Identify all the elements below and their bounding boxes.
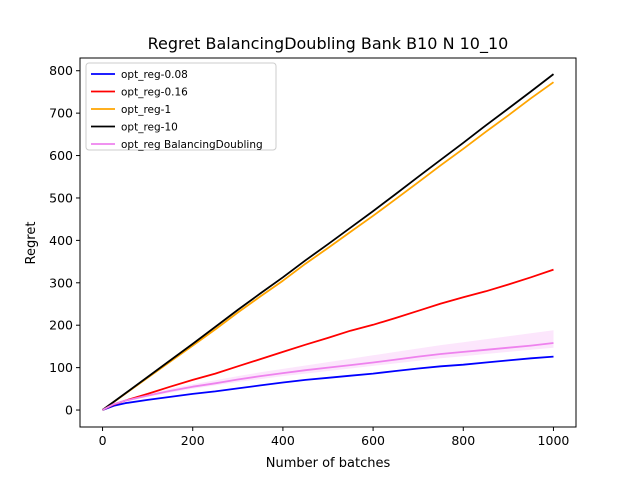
x-tick-label: 400 — [271, 433, 295, 448]
legend-label-4: opt_reg BalancingDoubling — [121, 139, 263, 151]
y-tick-label: 0 — [65, 403, 73, 418]
y-tick-label: 300 — [49, 275, 73, 290]
series-line-1 — [102, 268, 554, 411]
series-line-3 — [101, 73, 555, 411]
legend-box — [85, 62, 277, 151]
x-axis-label: Number of batches — [266, 456, 391, 471]
legend-label-3: opt_reg-10 — [121, 122, 178, 134]
x-tick-label: 200 — [181, 433, 205, 448]
y-tick-label: 600 — [49, 148, 73, 163]
x-tick-label: 800 — [451, 433, 475, 448]
axes: 0 200 400 600 800 1000 0 100 200 300 400 500 600 700 8… — [49, 57, 577, 448]
legend-label-0: opt_reg-0.08 — [121, 69, 188, 81]
series-line-4 — [102, 342, 554, 411]
y-tick-label: 800 — [49, 63, 73, 78]
legend: opt_reg-0.08 opt_reg-0.16 opt_reg-1 opt_reg… — [85, 62, 277, 151]
series-line-2 — [101, 81, 555, 411]
chart-title: Regret BalancingDoubling Bank B10 N 10_1… — [148, 34, 509, 54]
y-tick-label: 700 — [49, 106, 73, 121]
y-axis-label: Regret — [24, 222, 39, 265]
series-band-4 — [102, 330, 554, 410]
plot-frame — [79, 57, 577, 428]
x-tick-label: 1000 — [538, 433, 570, 448]
legend-label-2: opt_reg-1 — [121, 104, 171, 116]
y-tick-label: 500 — [49, 190, 73, 205]
x-tick-label: 600 — [361, 433, 385, 448]
series-line-0 — [102, 355, 554, 411]
y-tick-label: 100 — [49, 360, 73, 375]
y-tick-label: 400 — [49, 233, 73, 248]
x-tick-label: 0 — [99, 433, 107, 448]
plot-area — [101, 73, 555, 411]
legend-label-1: opt_reg-0.16 — [121, 87, 188, 99]
y-tick-label: 200 — [49, 318, 73, 333]
